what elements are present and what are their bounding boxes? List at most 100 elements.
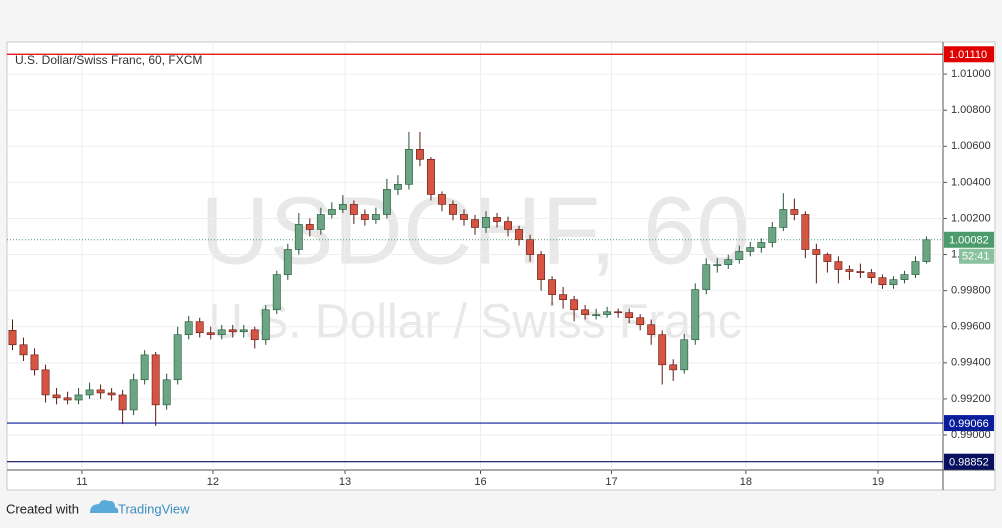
candle-body — [570, 299, 579, 311]
countdown-bg — [959, 248, 994, 264]
candle-body — [757, 242, 766, 248]
candle-body — [294, 224, 303, 250]
countdown: 52:41 — [962, 251, 990, 263]
candle-body — [812, 249, 821, 255]
x-tick-label: 16 — [474, 476, 486, 488]
candle-body — [823, 254, 832, 262]
candle-body — [272, 274, 281, 311]
candle-body — [250, 329, 259, 341]
candle-body — [129, 379, 138, 411]
candle-body — [603, 311, 612, 315]
y-tick-label: 1.00400 — [951, 176, 991, 188]
candle-body — [768, 227, 777, 243]
y-tick-label: 1.00600 — [951, 140, 991, 152]
y-tick-label: 0.99400 — [951, 357, 991, 369]
candle-body — [371, 214, 380, 220]
candle-body — [779, 209, 788, 228]
candle-body — [162, 379, 171, 406]
candle-body — [889, 279, 898, 285]
x-tick-label: 18 — [740, 476, 752, 488]
candle-body — [173, 334, 182, 381]
candle-body — [746, 247, 755, 252]
candle-body — [217, 329, 226, 335]
candle-body — [19, 344, 28, 356]
watermark-description: U.S. Dollar / Swiss Franc — [208, 296, 741, 349]
candle-body — [669, 364, 678, 371]
candle-body — [449, 204, 457, 215]
x-tick-label: 17 — [605, 476, 617, 488]
candle-body — [151, 354, 160, 406]
hline-label: 0.98852 — [949, 457, 989, 469]
candle-body — [184, 321, 193, 335]
candle-body — [327, 209, 336, 215]
candle-body — [74, 394, 83, 401]
x-tick-label: 13 — [339, 476, 351, 488]
candle-body — [8, 330, 17, 346]
footer-created: Created with — [6, 501, 79, 516]
candle-body — [140, 354, 149, 381]
candle-body — [416, 149, 424, 160]
candle-body — [239, 329, 248, 333]
candle-body — [393, 184, 402, 190]
candle-body — [548, 279, 557, 295]
candle-body — [680, 339, 689, 371]
candle-body — [713, 264, 722, 266]
candle-body — [724, 259, 733, 265]
candle-body — [559, 294, 568, 300]
candle-body — [63, 397, 72, 401]
candle-body — [504, 221, 512, 230]
y-tick-label: 1.00200 — [951, 212, 991, 224]
candle-body — [735, 251, 744, 260]
footer-brand[interactable]: TradingView — [118, 501, 190, 516]
candle-body — [382, 189, 391, 215]
candle-body — [482, 217, 490, 228]
x-tick-label: 19 — [872, 476, 884, 488]
y-tick-label: 0.99200 — [951, 393, 991, 405]
candle-body — [911, 261, 920, 275]
candle-body — [305, 224, 314, 230]
candle-body — [702, 264, 711, 290]
candle-body — [526, 239, 534, 255]
chart-frame — [6, 41, 996, 491]
candle-body — [338, 204, 347, 210]
candle-body — [404, 149, 413, 185]
candle-body — [41, 369, 50, 396]
candle-body — [537, 254, 546, 280]
candle-body — [96, 389, 105, 394]
y-tick-label: 1.00800 — [951, 104, 991, 116]
candle-body — [625, 312, 634, 319]
candle-body — [636, 317, 645, 326]
y-tick-label: 1.01000 — [951, 68, 991, 80]
candle-body — [30, 354, 39, 371]
candle-body — [647, 324, 656, 335]
candle-body — [206, 332, 215, 335]
candle-body — [228, 329, 237, 333]
candle-body — [349, 204, 358, 215]
last-price-tag — [944, 231, 994, 248]
chart-title: U.S. Dollar/Swiss Franc, 60, FXCM — [15, 53, 202, 67]
y-tick-label: 0.99800 — [951, 285, 991, 297]
candle-body — [878, 277, 887, 285]
candle-body — [471, 219, 479, 228]
candle-body — [118, 394, 127, 411]
last-price-label: 1.00082 — [949, 235, 989, 247]
hline-label: 0.99066 — [949, 418, 989, 430]
candle-body — [845, 269, 854, 272]
candle-body — [360, 214, 369, 220]
candle-body — [691, 289, 700, 341]
candle-body — [460, 214, 468, 220]
candle-body — [834, 261, 843, 270]
candle-body — [195, 321, 204, 333]
candle-body — [427, 158, 435, 195]
candle-body — [316, 214, 325, 230]
candle-body — [856, 271, 865, 273]
candle-body — [614, 311, 623, 314]
candle-body — [922, 239, 931, 262]
y-tick-label: 0.99600 — [951, 321, 991, 333]
hline-tag — [944, 453, 994, 470]
y-tick-label: 0.99000 — [951, 429, 991, 441]
candle-body — [52, 394, 61, 399]
hline-label: 1.01110 — [949, 49, 987, 61]
hline-tag — [944, 46, 994, 63]
